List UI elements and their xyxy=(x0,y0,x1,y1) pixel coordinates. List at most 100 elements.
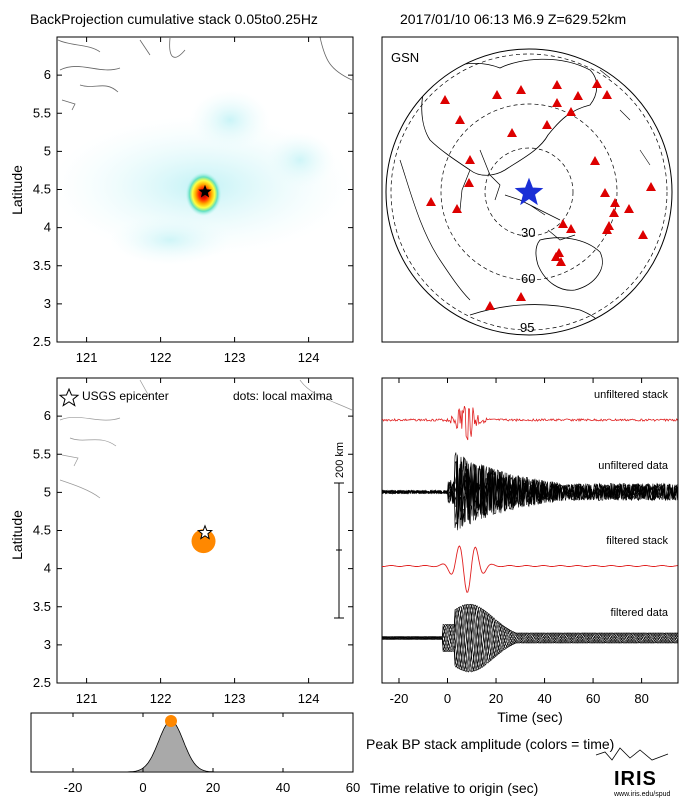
station-triangle-icon xyxy=(573,91,583,100)
station-triangle-icon xyxy=(552,80,562,89)
cumulative-map-panel: 121 122 123 124 2.5 3 3.5 4 4.5 5 5.5 6 Latitude xyxy=(9,36,354,365)
plot-frame xyxy=(381,36,679,343)
distance-label-30: 30 xyxy=(521,225,535,240)
x-tick-label: 40 xyxy=(537,691,551,706)
unfiltered-data-label: unfiltered data xyxy=(598,460,669,472)
y-tick-label: 6 xyxy=(44,67,51,82)
station-triangle-icon xyxy=(465,155,475,164)
filtered-data-label: filtered data xyxy=(611,607,669,619)
scale-bar-label: 200 km xyxy=(334,442,346,478)
y-tick-label: 2.5 xyxy=(33,675,51,690)
y-tick-label: 4.5 xyxy=(33,523,51,538)
distance-ring-60 xyxy=(440,103,618,281)
x-tick-label: 0 xyxy=(444,691,451,706)
coastline xyxy=(59,379,353,499)
filtered-data-trace xyxy=(381,604,678,673)
asia-outline xyxy=(421,58,598,176)
local-maxima-map-panel: USGS epicenter dots: local maxima 200 km… xyxy=(9,377,354,706)
distance-ring-30 xyxy=(484,147,574,237)
filtered-data-trace xyxy=(381,604,678,673)
logo-text: IRIS xyxy=(614,768,657,790)
event-info: 2017/01/10 06:13 M6.9 Z=629.52km xyxy=(400,11,626,27)
y-tick-label: 5 xyxy=(44,484,51,499)
x-tick-label: 123 xyxy=(224,350,246,365)
globe-outline xyxy=(385,48,673,336)
local-maximum-dot xyxy=(191,529,216,554)
x-tick-label: 0 xyxy=(139,780,146,795)
x-tick-label: 20 xyxy=(206,780,220,795)
station-triangle-icon xyxy=(566,224,576,233)
australia-outline xyxy=(535,237,603,291)
station-triangle-icon xyxy=(590,156,600,165)
x-tick-label: 80 xyxy=(634,691,648,706)
station-triangle-icon xyxy=(558,219,568,228)
y-tick-label: 3.5 xyxy=(33,258,51,273)
islands-outline xyxy=(459,149,576,241)
x-tick-label: 121 xyxy=(76,350,98,365)
station-triangle-icon xyxy=(452,204,462,213)
station-triangle-icon xyxy=(552,98,562,107)
usgs-epicenter-marker xyxy=(198,184,212,198)
legend-dots-label: dots: local maxima xyxy=(233,389,333,403)
y-axis-label: Latitude xyxy=(9,165,25,215)
filtered-stack-label: filtered stack xyxy=(606,535,668,547)
axes: -20 0 20 40 60 xyxy=(64,713,360,795)
x-tick-label: 60 xyxy=(586,691,600,706)
station-triangle-icon xyxy=(542,120,552,129)
distance-label-60: 60 xyxy=(521,271,535,286)
unfiltered-stack-trace xyxy=(381,405,678,441)
x-axis-label: Time (sec) xyxy=(497,709,563,725)
network-label: GSN xyxy=(391,50,419,65)
station-triangle-icon xyxy=(464,178,474,187)
station-triangle-icon xyxy=(556,257,566,266)
peak-amplitude-title: Peak BP stack amplitude (colors = time) xyxy=(366,736,614,752)
x-tick-label: 123 xyxy=(224,691,246,706)
station-triangle-icon xyxy=(566,107,576,116)
figure-title: BackProjection cumulative stack 0.05to0.… xyxy=(30,11,318,27)
epicenter-star-icon xyxy=(198,184,212,198)
x-tick-label: -20 xyxy=(390,691,409,706)
x-tick-label: 124 xyxy=(298,350,320,365)
local-maximum-dot xyxy=(191,529,216,554)
amplitude-envelope xyxy=(31,715,353,773)
station-triangle-icon xyxy=(646,182,656,191)
distance-label-95: 95 xyxy=(520,320,534,335)
distance-ring-95 xyxy=(390,53,668,331)
axes: 121 122 123 124 2.5 3 3.5 4 4.5 5 5.5 6 xyxy=(33,378,353,706)
station-triangle-icon xyxy=(638,230,648,239)
unfiltered-data-trace xyxy=(381,461,678,527)
station-triangle-icon xyxy=(492,90,502,99)
x-tick-label: 124 xyxy=(298,691,320,706)
station-triangle-icon xyxy=(592,79,602,88)
x-tick-label: 20 xyxy=(489,691,503,706)
unfiltered-data-trace xyxy=(381,456,678,529)
station-triangle-icon xyxy=(516,85,526,94)
pacific-islands xyxy=(599,69,651,166)
x-tick-label: 122 xyxy=(150,350,172,365)
station-triangle-icon xyxy=(440,95,450,104)
station-triangle-icon xyxy=(624,204,634,213)
station-triangle-icon xyxy=(551,252,561,261)
axes: 121 122 123 124 2.5 3 3.5 4 4.5 5 5.5 6 xyxy=(33,37,353,365)
station-triangle-icon xyxy=(507,128,517,137)
peak-amplitude-panel: -20 0 20 40 60 Peak BP stack amplitude (colo… xyxy=(30,712,614,796)
energy-lobe xyxy=(265,132,335,188)
y-tick-label: 2.5 xyxy=(33,334,51,349)
legend-star-icon xyxy=(58,387,80,407)
coastline xyxy=(57,37,353,111)
station-triangle-icon xyxy=(609,208,619,217)
y-tick-label: 5 xyxy=(44,143,51,158)
y-axis-label: Latitude xyxy=(9,510,25,560)
logo-url: www.iris.edu/spud xyxy=(613,791,671,798)
energy-lobe xyxy=(110,215,230,265)
y-tick-label: 5.5 xyxy=(33,446,51,461)
y-tick-label: 3 xyxy=(44,637,51,652)
x-tick-label: 40 xyxy=(276,780,290,795)
plot-frame xyxy=(381,377,679,684)
y-tick-label: 3.5 xyxy=(33,599,51,614)
epicenter-star-icon xyxy=(196,524,214,540)
x-axis-label: Time relative to origin (sec) xyxy=(370,780,538,796)
y-tick-label: 4 xyxy=(44,561,51,576)
trace-lines xyxy=(381,405,678,673)
